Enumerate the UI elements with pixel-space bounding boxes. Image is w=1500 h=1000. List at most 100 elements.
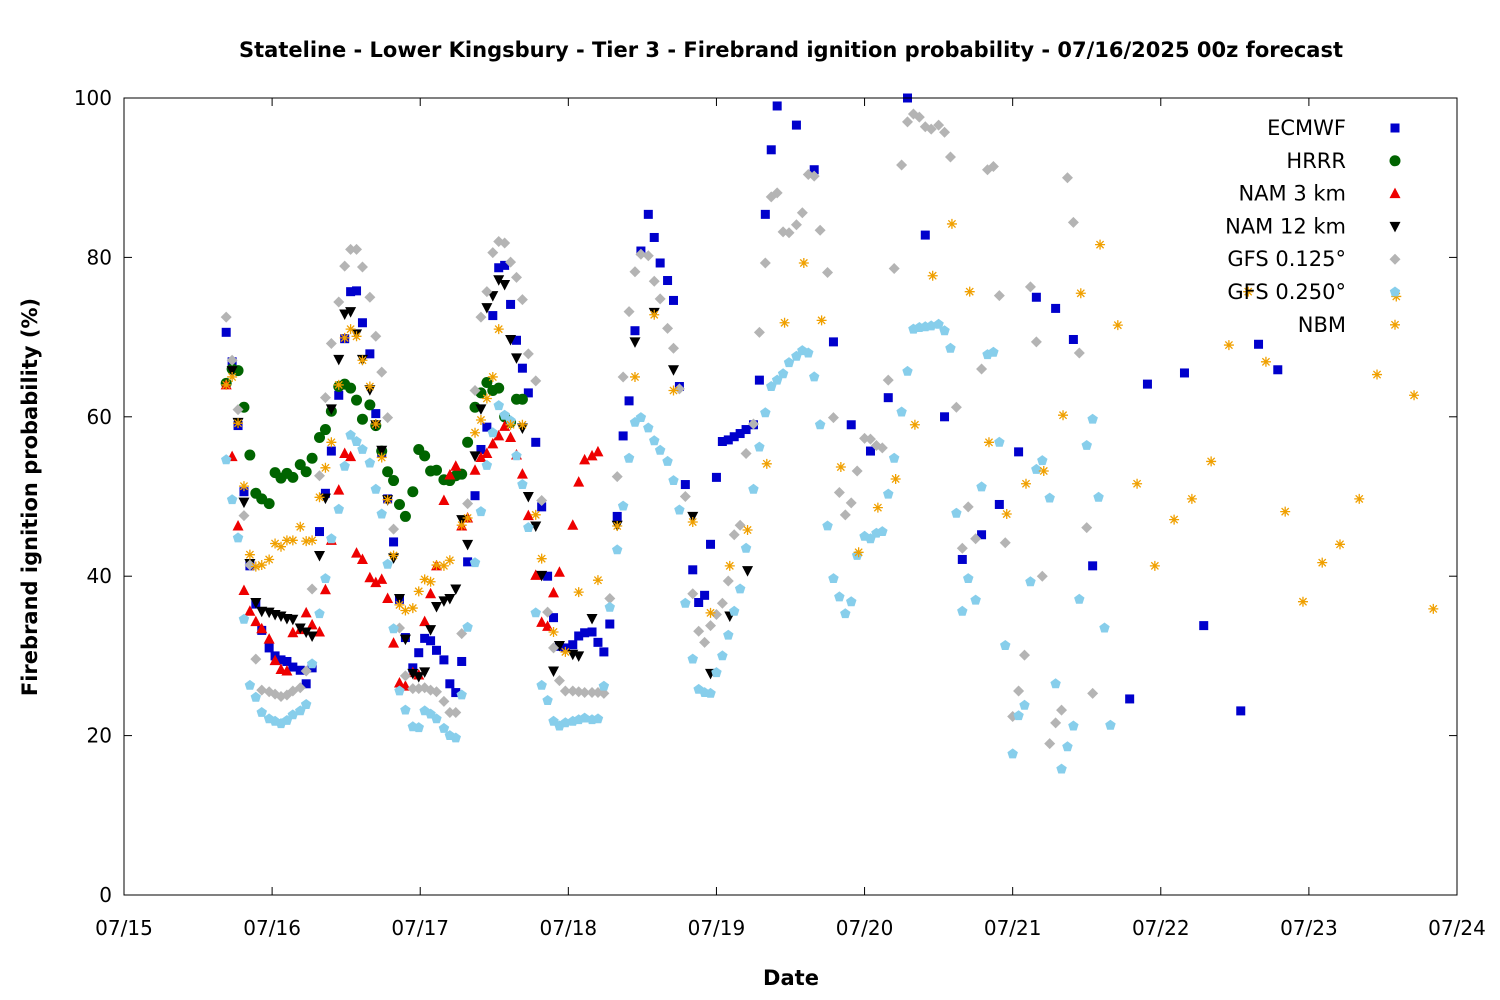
data-point: [431, 464, 443, 476]
data-point: [946, 218, 957, 229]
data-point: [808, 170, 820, 182]
data-point: [724, 560, 735, 571]
data-point: [777, 368, 789, 379]
data-point: [548, 666, 560, 678]
data-point: [1062, 741, 1073, 752]
data-point: [579, 712, 590, 723]
data-point: [456, 468, 468, 480]
data-point: [333, 354, 345, 366]
data-point: [531, 437, 541, 447]
data-point: [221, 327, 231, 337]
data-point: [853, 547, 864, 558]
data-point: [475, 414, 486, 425]
data-point: [256, 560, 267, 571]
data-point: [783, 357, 795, 368]
data-point: [270, 538, 281, 549]
data-point: [487, 427, 498, 438]
data-point: [543, 571, 553, 581]
data-point: [1030, 336, 1042, 348]
data-point: [1037, 455, 1048, 466]
data-point: [994, 499, 1004, 509]
data-point: [356, 261, 368, 273]
data-point: [444, 706, 456, 718]
plot-frame: [123, 97, 1458, 896]
data-point: [890, 473, 901, 484]
data-point: [1031, 292, 1041, 302]
data-point: [1056, 763, 1067, 774]
data-point: [716, 597, 728, 609]
data-point: [883, 393, 893, 403]
data-point: [592, 713, 604, 724]
data-point: [734, 519, 746, 531]
data-point: [425, 625, 437, 636]
data-point: [306, 583, 318, 595]
data-point: [306, 452, 318, 464]
data-point: [256, 622, 268, 634]
data-point: [351, 331, 362, 342]
data-point: [537, 502, 547, 512]
data-point: [481, 393, 492, 404]
data-point: [1000, 640, 1011, 650]
data-point: [957, 605, 968, 616]
data-point: [993, 290, 1005, 302]
data-point: [1428, 603, 1439, 614]
data-point: [1260, 356, 1271, 367]
data-point: [604, 601, 615, 612]
data-point: [568, 640, 578, 650]
data-point: [700, 590, 710, 600]
legend-label: ECMWF: [1267, 116, 1346, 140]
data-point: [654, 293, 666, 305]
data-point: [238, 510, 250, 522]
data-point: [1273, 365, 1283, 375]
data-point: [761, 458, 772, 469]
data-point: [667, 365, 679, 376]
data-point: [902, 116, 914, 128]
data-point: [643, 209, 653, 219]
data-point: [679, 491, 691, 502]
data-point: [1186, 493, 1197, 504]
data-point: [250, 598, 262, 609]
data-point: [300, 466, 312, 478]
data-point: [1014, 447, 1024, 457]
data-point: [320, 488, 330, 498]
data-point: [351, 243, 363, 255]
data-point: [500, 260, 510, 270]
data-point: [232, 519, 244, 531]
data-point: [1236, 706, 1246, 716]
data-point: [250, 615, 262, 627]
data-point: [232, 532, 244, 543]
data-point: [896, 159, 908, 171]
data-point: [339, 460, 350, 471]
data-point: [592, 575, 603, 586]
data-point: [493, 400, 504, 411]
data-point: [1067, 216, 1079, 228]
data-point: [809, 165, 819, 175]
data-point: [438, 494, 450, 505]
data-point: [964, 286, 975, 297]
data-point: [1061, 172, 1073, 184]
data-point: [705, 687, 716, 698]
data-point: [300, 606, 312, 618]
data-point: [505, 334, 517, 346]
data-point: [617, 371, 629, 383]
data-point: [939, 126, 951, 138]
data-points: [220, 93, 1439, 774]
data-point: [315, 527, 325, 537]
data-point: [1019, 649, 1031, 661]
data-point: [796, 207, 808, 219]
x-tick-label: 07/15: [95, 916, 153, 940]
data-point: [1354, 493, 1365, 504]
data-point: [301, 679, 311, 689]
data-point: [542, 606, 554, 618]
data-point: [364, 399, 376, 411]
data-point: [345, 243, 357, 255]
data-point: [393, 676, 405, 688]
data-point: [457, 656, 467, 666]
data-point: [264, 554, 275, 565]
data-point: [530, 569, 542, 580]
data-point: [388, 550, 399, 561]
data-point: [771, 187, 783, 199]
data-point: [970, 533, 982, 545]
data-point: [1021, 478, 1031, 489]
